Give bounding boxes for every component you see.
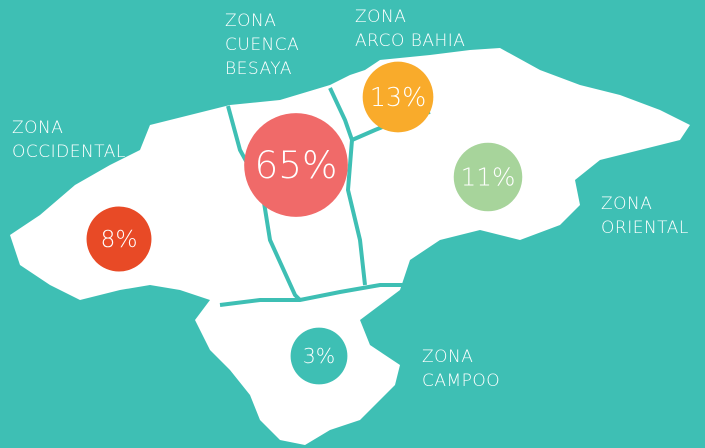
region-percent: 65% xyxy=(255,143,338,187)
region-percent: 13% xyxy=(370,82,427,112)
border xyxy=(219,283,405,307)
region-name: ZONA xyxy=(12,118,63,138)
region-bubble xyxy=(290,327,348,385)
region-name: ZONA xyxy=(355,7,406,27)
border xyxy=(328,87,367,286)
region-name: CAMPOO xyxy=(422,371,500,391)
region-name: OCCIDENTAL xyxy=(12,142,126,162)
region-bubble xyxy=(244,113,348,217)
region-bubble xyxy=(362,61,434,133)
region-name: ARCO BAHIA xyxy=(355,31,465,51)
border xyxy=(226,105,302,302)
land xyxy=(10,48,690,445)
region-percent: 8% xyxy=(100,225,137,253)
region-bubble xyxy=(453,142,523,212)
region-name: ORIENTAL xyxy=(601,218,689,238)
regions: 8% ZONA OCCIDENTAL 65% ZONA CUENCA BESAYA 13% ZO… xyxy=(12,7,689,391)
region-name: ZONA xyxy=(422,347,473,367)
region-percent: 3% xyxy=(303,344,335,368)
region-name: CUENCA xyxy=(225,35,299,55)
region-name: ZONA xyxy=(601,194,652,214)
region-bubble xyxy=(86,206,152,272)
region-name: ZONA xyxy=(225,11,276,31)
region-percent: 11% xyxy=(461,163,516,192)
region-name: BESAYA xyxy=(225,59,292,79)
